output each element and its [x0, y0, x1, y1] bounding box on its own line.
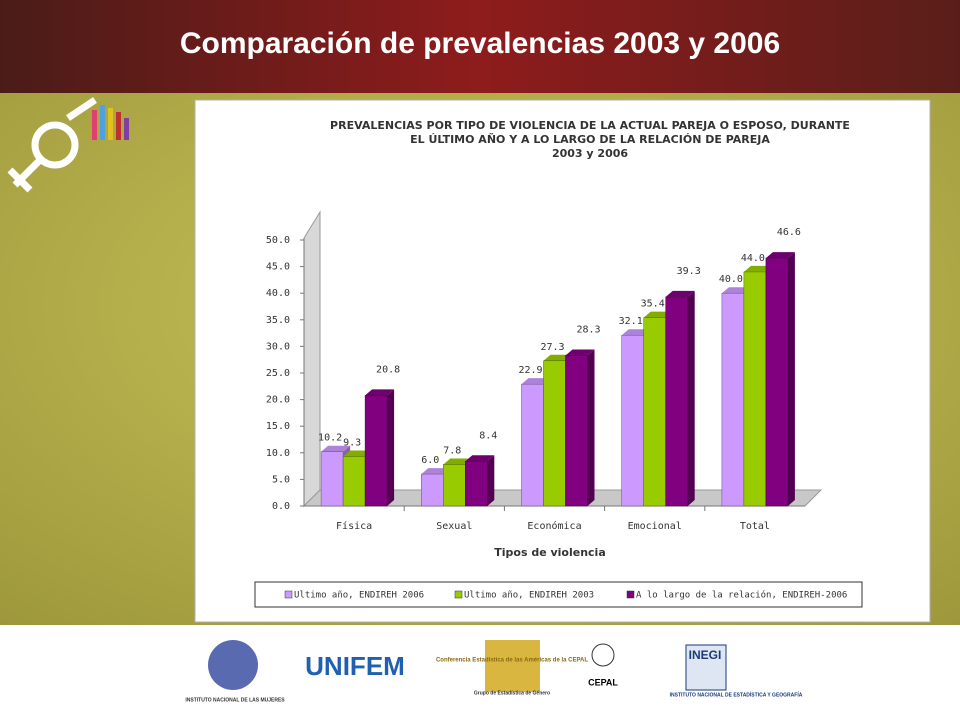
legend-label: A lo largo de la relación, ENDIREH-2006 [636, 590, 847, 601]
y-tick-label: 25.0 [266, 368, 290, 379]
logo-mark [208, 640, 258, 690]
logo-frame [685, 644, 727, 691]
y-tick-label: 50.0 [266, 235, 290, 246]
slide-title: Comparación de prevalencias 2003 y 2006 [180, 27, 780, 60]
header-band [0, 0, 960, 93]
bar-top [465, 455, 495, 462]
bar [721, 292, 745, 507]
y-tick-label: 45.0 [266, 262, 290, 273]
value-label: 6.0 [421, 455, 439, 466]
chart-title: EL ÚLTIMO AÑO Y A LO LARGO DE LA RELACIÓ… [410, 133, 770, 146]
value-label: 39.3 [677, 266, 701, 277]
logo-mark [591, 643, 615, 667]
bar [765, 257, 789, 507]
x-axis-label: Tipos de violencia [494, 546, 606, 559]
logo-text: Grupo de Estadística de Género [474, 690, 550, 696]
bar-top [665, 290, 695, 297]
bar [465, 461, 488, 507]
legend-label: Ultimo año, ENDIREH 2003 [464, 591, 594, 601]
bar [421, 473, 444, 507]
value-label: 22.9 [518, 365, 542, 376]
value-label: 40.0 [719, 274, 743, 285]
bar-top [321, 445, 351, 452]
y-tick-label: 15.0 [266, 421, 290, 432]
bar-top [765, 252, 795, 259]
x-tick-label: Total [740, 521, 770, 532]
y-tick-label: 10.0 [266, 448, 290, 459]
value-label: 32.1 [619, 316, 643, 327]
back-wall [303, 210, 321, 508]
bar [543, 360, 566, 507]
x-tick-label: Sexual [436, 521, 472, 532]
x-tick-label: Económica [527, 520, 581, 532]
legend-swatch [626, 590, 635, 599]
bar-side [487, 455, 495, 506]
value-label: 10.2 [318, 433, 342, 444]
bar [743, 271, 767, 507]
footer-logos: INSTITUTO NACIONAL DE LAS MUJERES UNIFEM C… [185, 640, 803, 703]
bar-side [687, 290, 695, 506]
bar [364, 395, 388, 507]
chart-title: PREVALENCIAS POR TIPO DE VIOLENCIA DE LA… [330, 119, 850, 132]
bar [320, 451, 344, 507]
bar-side [587, 349, 595, 506]
logo-text: INEGI [689, 648, 722, 662]
y-tick-label: 40.0 [266, 288, 290, 299]
value-label: 27.3 [540, 342, 564, 353]
bar-side [787, 252, 795, 506]
bar-top [565, 349, 595, 356]
value-label: 28.3 [576, 324, 600, 335]
value-label: 9.3 [343, 438, 361, 449]
bar [443, 464, 466, 507]
bar-top [365, 389, 395, 396]
bar [521, 383, 544, 507]
y-tick-label: 20.0 [266, 395, 290, 406]
bar [565, 355, 588, 507]
footer-band [0, 625, 960, 720]
bar [643, 317, 666, 507]
x-tick-label: Física [336, 520, 372, 532]
emblem [7, 97, 129, 193]
bar [621, 334, 644, 507]
legend-swatch [284, 590, 293, 599]
chart-title: 2003 y 2006 [552, 147, 628, 160]
value-label: 46.6 [777, 227, 801, 238]
legend-label: Ultimo año, ENDIREH 2006 [294, 591, 424, 601]
logo-text: INSTITUTO NACIONAL DE ESTADÍSTICA Y GEOG… [670, 690, 803, 698]
logo-frame [485, 640, 540, 692]
logo-text: UNIFEM [305, 651, 405, 681]
value-label: 44.0 [741, 253, 765, 264]
y-tick-label: 35.0 [266, 315, 290, 326]
value-label: 8.4 [479, 430, 497, 441]
bar-side [387, 389, 395, 506]
logo-text: INSTITUTO NACIONAL DE LAS MUJERES [185, 697, 285, 703]
legend-box [254, 581, 863, 608]
chart: PREVALENCIAS POR TIPO DE VIOLENCIA DE LA… [254, 119, 863, 608]
legend-swatch [454, 590, 463, 599]
y-tick-label: 30.0 [266, 341, 290, 352]
value-label: 20.8 [376, 364, 400, 375]
value-label: 35.4 [641, 299, 665, 310]
bar [342, 456, 366, 507]
bar [665, 296, 688, 507]
y-tick-label: 5.0 [272, 474, 290, 485]
x-tick-label: Emocional [628, 521, 682, 532]
y-tick-label: 0.0 [272, 501, 290, 512]
value-label: 7.8 [443, 446, 461, 457]
logo-text: CEPAL [588, 677, 618, 687]
logo-text: Conferencia Estadística de las Américas … [436, 658, 588, 664]
